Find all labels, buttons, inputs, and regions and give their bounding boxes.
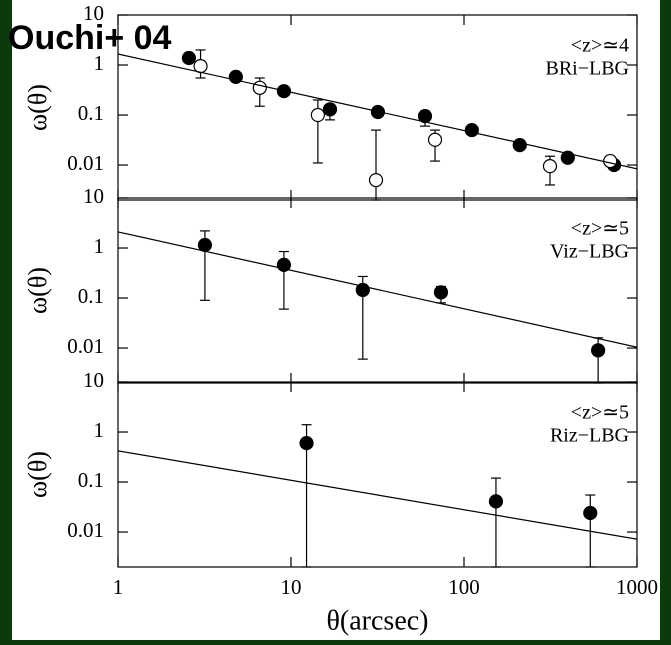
y-tick-label: 10 (83, 1, 104, 25)
y-tick-label: 0.01 (67, 334, 104, 358)
data-point (197, 237, 213, 253)
data-point (591, 343, 606, 358)
data-point (322, 102, 338, 117)
fit-line (117, 231, 638, 348)
data-point (433, 285, 449, 300)
panel-frame (117, 381, 638, 568)
y-tick-label: 0.01 (67, 518, 104, 542)
y-tick-label: 0.1 (78, 468, 104, 492)
y-axis-label: ω(θ) (23, 267, 52, 314)
data-point (310, 107, 325, 123)
data-point (417, 109, 433, 124)
annotation: <z>≃4 (571, 35, 629, 57)
y-tick-label: 10 (83, 368, 104, 392)
y-tick-label: 1 (94, 51, 105, 75)
data-point (368, 172, 384, 188)
data-point (228, 69, 243, 84)
x-tick-label: 10 (281, 575, 302, 599)
data-point (488, 494, 504, 509)
data-point (542, 159, 558, 174)
x-tick-label: 1000 (616, 575, 658, 599)
y-axis-label: ω(θ) (23, 451, 52, 498)
data-point (464, 122, 479, 138)
annotation: <z>≃5 (571, 402, 629, 424)
fit-line (117, 450, 638, 540)
y-tick-label: 0.01 (67, 151, 104, 175)
data-point (427, 132, 443, 147)
y-tick-label: 1 (94, 234, 105, 258)
y-tick-label: 0.1 (78, 284, 104, 308)
annotation: Viz−LBG (550, 241, 629, 263)
y-tick-label: 0.1 (78, 101, 104, 125)
data-point (512, 138, 527, 153)
annotation: <z>≃5 (571, 218, 629, 240)
panel-frame (117, 197, 638, 384)
y-tick-label: 1 (94, 418, 105, 442)
chart-title: Ouchi+ 04 (8, 19, 172, 57)
x-axis-label: θ(arcsec) (327, 605, 429, 636)
annotation: BRi−LBG (545, 58, 629, 80)
data-point (181, 50, 197, 66)
y-tick-label: 10 (83, 184, 104, 208)
x-tick-label: 100 (448, 575, 480, 599)
annotation: Riz−LBG (550, 425, 629, 447)
fit-line (117, 53, 638, 170)
data-point (299, 436, 314, 451)
data-point (603, 153, 618, 169)
data-point (583, 505, 598, 521)
x-tick-label: 1 (113, 575, 124, 599)
plot-background (12, 0, 660, 640)
y-axis-label: ω(θ) (23, 84, 52, 131)
data-point (252, 80, 267, 95)
